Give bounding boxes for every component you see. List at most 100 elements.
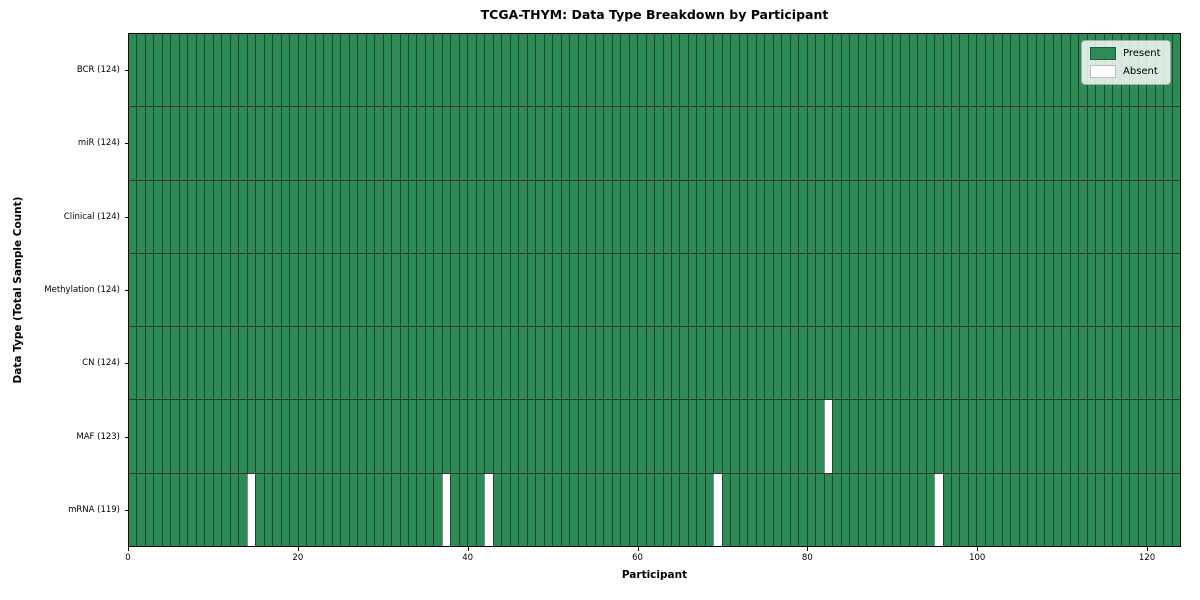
present-cell	[747, 400, 756, 473]
present-cell	[1027, 327, 1036, 400]
present-cell	[942, 400, 951, 473]
present-cell	[348, 473, 358, 546]
present-cell	[229, 400, 239, 473]
present-cell	[577, 253, 587, 327]
present-cell	[212, 253, 222, 327]
present-cell	[900, 400, 909, 473]
present-cell	[569, 107, 578, 180]
present-cell	[942, 327, 951, 400]
present-cell	[815, 34, 824, 107]
present-cell	[357, 400, 366, 473]
present-cell	[552, 400, 561, 473]
present-cell	[620, 400, 629, 473]
present-cell	[552, 327, 561, 400]
present-cell	[696, 473, 705, 546]
present-cell	[518, 107, 527, 180]
present-swatch-icon	[1090, 47, 1116, 60]
present-cell	[764, 327, 773, 400]
present-cell	[654, 180, 663, 253]
present-cell	[391, 107, 400, 180]
present-cell	[662, 180, 671, 253]
present-cell	[628, 107, 638, 180]
present-cell	[1095, 400, 1104, 473]
present-cell	[543, 473, 553, 546]
present-cell	[348, 34, 358, 107]
present-cell	[543, 327, 553, 400]
present-cell	[798, 327, 807, 400]
present-cell	[212, 400, 222, 473]
present-cell	[696, 107, 705, 180]
present-cell	[840, 473, 850, 546]
present-cell	[1035, 327, 1045, 400]
present-cell	[883, 473, 892, 546]
present-cell	[1061, 473, 1070, 546]
present-cell	[526, 327, 536, 400]
x-tick-mark	[977, 547, 979, 551]
present-cell	[1069, 400, 1079, 473]
present-cell	[687, 253, 697, 327]
present-cell	[535, 327, 544, 400]
present-cell	[501, 34, 510, 107]
y-tick-label: Methylation (124)	[44, 285, 120, 295]
present-cell	[603, 107, 612, 180]
present-cell	[1010, 327, 1019, 400]
present-cell	[1069, 253, 1079, 327]
present-cell	[934, 400, 943, 473]
present-cell	[993, 327, 1002, 400]
x-tick-label: 100	[969, 553, 986, 563]
present-cell	[129, 400, 137, 473]
present-cell	[679, 34, 688, 107]
present-cell	[170, 400, 179, 473]
y-tick-mark	[124, 436, 128, 438]
present-cell	[721, 253, 731, 327]
y-tick-mark	[124, 510, 128, 512]
present-cell	[1001, 400, 1011, 473]
present-cell	[950, 400, 960, 473]
present-cell	[306, 107, 315, 180]
present-cell	[204, 327, 213, 400]
present-cell	[1086, 327, 1096, 400]
present-cell	[552, 34, 561, 107]
present-cell	[161, 107, 171, 180]
present-cell	[1010, 400, 1019, 473]
present-cell	[637, 400, 646, 473]
absent-cell	[713, 473, 722, 546]
present-cell	[671, 473, 680, 546]
present-cell	[577, 327, 587, 400]
present-cell	[441, 327, 451, 400]
present-cell	[458, 34, 468, 107]
present-cell	[560, 327, 570, 400]
present-cell	[399, 400, 408, 473]
absent-cell	[246, 473, 256, 546]
present-cell	[662, 327, 671, 400]
present-cell	[424, 253, 434, 327]
present-cell	[687, 34, 697, 107]
present-cell	[195, 473, 205, 546]
present-cell	[136, 253, 145, 327]
present-cell	[654, 253, 663, 327]
present-cell	[1120, 327, 1130, 400]
present-cell	[1010, 34, 1019, 107]
present-cell	[1154, 473, 1164, 546]
y-tick-mark	[124, 290, 128, 291]
present-cell	[552, 253, 561, 327]
present-cell	[603, 180, 612, 253]
present-cell	[170, 327, 179, 400]
present-cell	[891, 253, 901, 327]
present-cell	[297, 473, 307, 546]
present-cell	[458, 327, 468, 400]
x-tick-mark	[637, 547, 639, 551]
x-tick-mark	[467, 547, 469, 551]
present-cell	[857, 180, 867, 253]
present-cell	[526, 34, 536, 107]
present-cell	[170, 34, 179, 107]
present-cell	[331, 473, 341, 546]
present-cell	[289, 473, 298, 546]
heatmap-row-bcr	[129, 34, 1181, 107]
present-cell	[399, 34, 408, 107]
present-cell	[603, 253, 612, 327]
present-cell	[628, 400, 638, 473]
y-tick-label: BCR (124)	[76, 64, 120, 75]
present-cell	[161, 327, 171, 400]
present-cell	[730, 473, 739, 546]
